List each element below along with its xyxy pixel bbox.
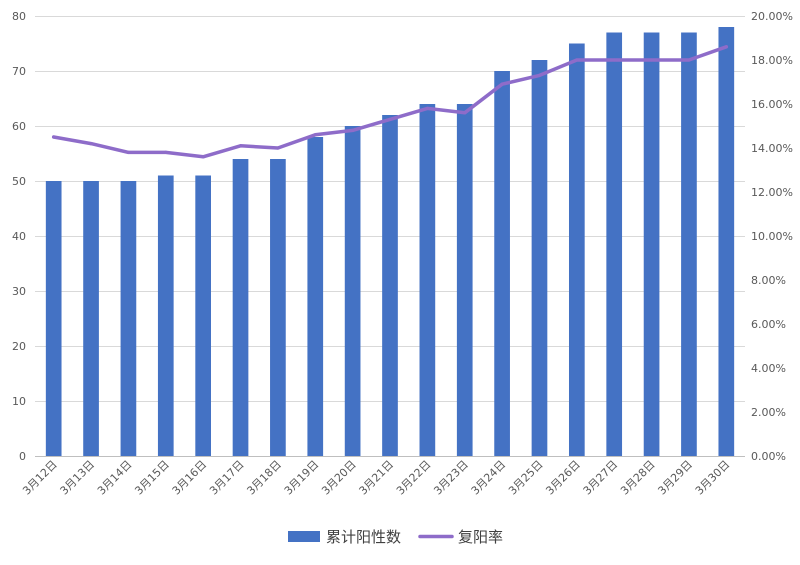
x-axis-tick-label: 3月24日 [469, 458, 509, 498]
left-axis-ticks: 0 10 20 30 40 50 60 70 80 [12, 10, 26, 463]
left-axis-tick-label: 80 [12, 10, 26, 23]
legend-swatch-bar [288, 531, 320, 542]
bar [456, 104, 473, 456]
x-axis-tick-label: 3月20日 [319, 458, 359, 498]
left-axis-tick-label: 10 [12, 395, 26, 408]
left-axis-tick-label: 30 [12, 285, 26, 298]
right-axis-tick-label: 6.00% [751, 318, 786, 331]
line-point [388, 117, 392, 121]
line-point [313, 133, 317, 137]
line-point [89, 142, 93, 146]
bar [83, 181, 99, 456]
line-point [351, 128, 355, 132]
bar [232, 159, 249, 456]
legend-label-bar: 累计阳性数 [326, 528, 401, 546]
x-axis-tick-label: 3月27日 [581, 458, 621, 498]
bar [718, 27, 735, 456]
line-point [612, 58, 616, 62]
bar [419, 104, 436, 456]
line-series-repositive-rate [51, 45, 729, 159]
right-axis-tick-label: 12.00% [751, 186, 793, 199]
right-axis-tick-label: 4.00% [751, 362, 786, 375]
x-axis-tick-label: 3月23日 [431, 458, 471, 498]
x-axis-tick-label: 3月28日 [618, 458, 658, 498]
bar [120, 181, 137, 456]
bar [643, 32, 660, 456]
bar [382, 115, 398, 456]
x-axis-tick-label: 3月30日 [693, 458, 733, 498]
bar [568, 43, 585, 456]
right-axis-tick-label: 18.00% [751, 54, 793, 67]
right-axis-tick-label: 10.00% [751, 230, 793, 243]
legend-label-line: 复阳率 [458, 528, 503, 546]
x-axis-tick-label: 3月13日 [58, 458, 98, 498]
left-axis-tick-label: 20 [12, 340, 26, 353]
x-axis-tick-label: 3月22日 [394, 458, 434, 498]
bar [45, 181, 62, 456]
x-axis-tick-label: 3月29日 [655, 458, 695, 498]
x-axis-tick-label: 3月21日 [357, 458, 397, 498]
bar [270, 159, 286, 456]
right-axis-tick-label: 14.00% [751, 142, 793, 155]
bar-series-cumulative-positive [45, 27, 735, 456]
line-point [463, 111, 467, 115]
x-axis-tick-label: 3月12日 [20, 458, 60, 498]
bar [494, 71, 510, 456]
bar [681, 32, 697, 456]
left-axis-tick-label: 50 [12, 175, 26, 188]
line-point [649, 58, 654, 62]
line-point [425, 106, 429, 110]
line-point [500, 82, 504, 86]
x-axis-tick-label: 3月15日 [132, 458, 172, 498]
line-point [575, 58, 579, 62]
line-point [238, 144, 243, 148]
line-point [164, 150, 168, 154]
bar [344, 126, 361, 456]
x-axis-tick-label: 3月14日 [95, 458, 135, 498]
x-axis-tick-label: 3月26日 [543, 458, 583, 498]
left-axis-tick-label: 60 [12, 120, 26, 133]
x-axis-tick-label: 3月25日 [506, 458, 546, 498]
right-axis-tick-label: 16.00% [751, 98, 793, 111]
bar [531, 60, 548, 456]
line-point [201, 155, 205, 159]
right-axis-tick-label: 0.00% [751, 450, 786, 463]
line-point [126, 150, 131, 154]
bar [195, 175, 211, 456]
line-point [537, 73, 542, 77]
line-point [52, 135, 56, 139]
line-point [276, 146, 280, 150]
bar [606, 32, 623, 456]
left-axis-tick-label: 40 [12, 230, 26, 243]
right-axis-tick-label: 20.00% [751, 10, 793, 23]
bar [307, 137, 324, 456]
x-axis-ticks: 3月12日3月13日3月14日3月15日3月16日3月17日3月18日3月19日… [20, 458, 732, 498]
left-axis-tick-label: 70 [12, 65, 26, 78]
bar [157, 175, 174, 456]
legend: 累计阳性数 复阳率 [288, 528, 503, 546]
line-point [687, 58, 691, 62]
x-axis-tick-label: 3月16日 [170, 458, 210, 498]
x-axis-tick-label: 3月19日 [282, 458, 322, 498]
x-axis-tick-label: 3月17日 [207, 458, 247, 498]
line-point [724, 45, 728, 49]
right-axis-tick-label: 8.00% [751, 274, 786, 287]
left-axis-tick-label: 0 [19, 450, 26, 463]
right-axis-tick-label: 2.00% [751, 406, 786, 419]
right-axis-ticks: 0.00% 2.00% 4.00% 6.00% 8.00% 10.00% 12.00% 14.… [751, 10, 793, 463]
x-axis-tick-label: 3月18日 [244, 458, 284, 498]
